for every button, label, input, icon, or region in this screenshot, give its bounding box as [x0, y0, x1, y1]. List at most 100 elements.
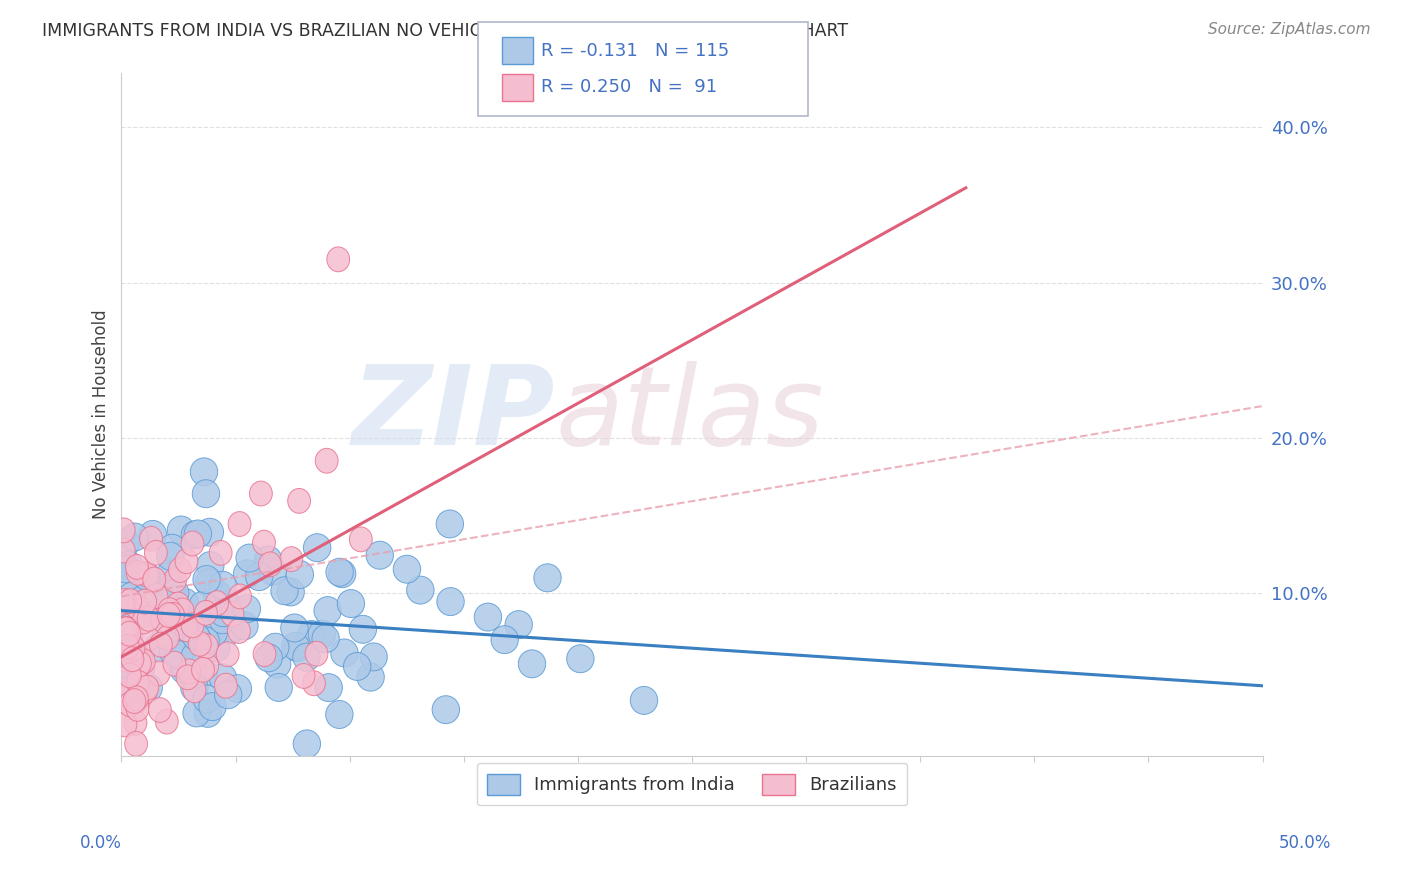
- Ellipse shape: [184, 520, 211, 548]
- Ellipse shape: [135, 673, 162, 702]
- Ellipse shape: [115, 621, 143, 648]
- Ellipse shape: [259, 558, 287, 585]
- Ellipse shape: [128, 591, 155, 618]
- Ellipse shape: [159, 638, 187, 665]
- Ellipse shape: [253, 641, 276, 666]
- Ellipse shape: [277, 578, 304, 606]
- Ellipse shape: [197, 551, 224, 580]
- Ellipse shape: [157, 598, 181, 623]
- Ellipse shape: [136, 626, 159, 651]
- Ellipse shape: [302, 671, 325, 696]
- Ellipse shape: [280, 547, 302, 572]
- Ellipse shape: [288, 489, 311, 513]
- Ellipse shape: [121, 647, 143, 672]
- Ellipse shape: [114, 616, 136, 641]
- Ellipse shape: [519, 650, 546, 678]
- Ellipse shape: [630, 687, 658, 714]
- Ellipse shape: [202, 634, 231, 662]
- Ellipse shape: [122, 635, 145, 660]
- Ellipse shape: [141, 577, 167, 605]
- Ellipse shape: [112, 685, 135, 710]
- Ellipse shape: [191, 657, 214, 682]
- Ellipse shape: [315, 673, 343, 702]
- Ellipse shape: [125, 555, 149, 580]
- Ellipse shape: [179, 659, 201, 684]
- Text: IMMIGRANTS FROM INDIA VS BRAZILIAN NO VEHICLES IN HOUSEHOLD CORRELATION CHART: IMMIGRANTS FROM INDIA VS BRAZILIAN NO VE…: [42, 22, 848, 40]
- Ellipse shape: [193, 566, 221, 593]
- Ellipse shape: [176, 549, 198, 574]
- Ellipse shape: [194, 699, 222, 727]
- Ellipse shape: [253, 530, 276, 555]
- Ellipse shape: [134, 590, 156, 614]
- Ellipse shape: [114, 712, 136, 737]
- Ellipse shape: [145, 541, 167, 566]
- Ellipse shape: [315, 449, 337, 473]
- Ellipse shape: [259, 552, 281, 577]
- Ellipse shape: [114, 589, 136, 614]
- Ellipse shape: [281, 614, 308, 642]
- Ellipse shape: [156, 542, 184, 570]
- Ellipse shape: [132, 649, 155, 673]
- Ellipse shape: [194, 600, 218, 625]
- Ellipse shape: [350, 527, 373, 552]
- Ellipse shape: [330, 639, 359, 667]
- Ellipse shape: [231, 612, 259, 640]
- Ellipse shape: [114, 677, 141, 705]
- Ellipse shape: [228, 618, 250, 643]
- Ellipse shape: [184, 625, 211, 654]
- Ellipse shape: [128, 651, 152, 676]
- Ellipse shape: [124, 710, 146, 735]
- Ellipse shape: [148, 661, 170, 686]
- Ellipse shape: [152, 622, 180, 649]
- Ellipse shape: [118, 613, 145, 640]
- Ellipse shape: [360, 643, 387, 671]
- Ellipse shape: [505, 611, 533, 639]
- Ellipse shape: [305, 641, 328, 666]
- Ellipse shape: [436, 510, 464, 538]
- Ellipse shape: [112, 555, 139, 582]
- Ellipse shape: [152, 590, 180, 617]
- Ellipse shape: [127, 668, 150, 693]
- Ellipse shape: [215, 681, 242, 709]
- Ellipse shape: [214, 591, 240, 619]
- Ellipse shape: [228, 512, 250, 536]
- Ellipse shape: [143, 567, 166, 592]
- Ellipse shape: [233, 560, 260, 588]
- Ellipse shape: [281, 632, 309, 660]
- Ellipse shape: [394, 555, 420, 583]
- Ellipse shape: [326, 558, 353, 586]
- Ellipse shape: [167, 516, 195, 544]
- Ellipse shape: [285, 560, 314, 589]
- Ellipse shape: [183, 699, 211, 727]
- Ellipse shape: [406, 576, 434, 604]
- Ellipse shape: [343, 652, 371, 681]
- Ellipse shape: [172, 589, 198, 616]
- Ellipse shape: [254, 644, 283, 672]
- Ellipse shape: [163, 651, 186, 676]
- Ellipse shape: [112, 668, 139, 697]
- Ellipse shape: [271, 577, 298, 605]
- Ellipse shape: [169, 608, 195, 636]
- Ellipse shape: [197, 518, 224, 546]
- Ellipse shape: [139, 526, 163, 551]
- Ellipse shape: [190, 658, 218, 687]
- Text: Source: ZipAtlas.com: Source: ZipAtlas.com: [1208, 22, 1371, 37]
- Ellipse shape: [217, 641, 239, 666]
- Ellipse shape: [157, 603, 180, 627]
- Ellipse shape: [115, 551, 142, 579]
- Text: atlas: atlas: [555, 361, 824, 468]
- Ellipse shape: [117, 634, 139, 659]
- Ellipse shape: [170, 656, 197, 683]
- Ellipse shape: [122, 689, 146, 714]
- Ellipse shape: [112, 538, 135, 563]
- Ellipse shape: [233, 595, 260, 623]
- Ellipse shape: [145, 583, 167, 608]
- Ellipse shape: [132, 609, 155, 634]
- Ellipse shape: [236, 544, 263, 572]
- Ellipse shape: [128, 586, 155, 615]
- Ellipse shape: [183, 623, 209, 650]
- Ellipse shape: [172, 598, 194, 623]
- Ellipse shape: [292, 643, 321, 671]
- Ellipse shape: [125, 731, 148, 756]
- Ellipse shape: [183, 678, 205, 703]
